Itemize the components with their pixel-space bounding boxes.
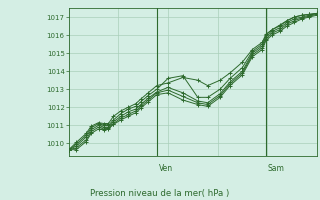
Text: Sam: Sam — [268, 164, 284, 173]
Text: Pression niveau de la mer( hPa ): Pression niveau de la mer( hPa ) — [90, 189, 230, 198]
Text: Ven: Ven — [158, 164, 172, 173]
